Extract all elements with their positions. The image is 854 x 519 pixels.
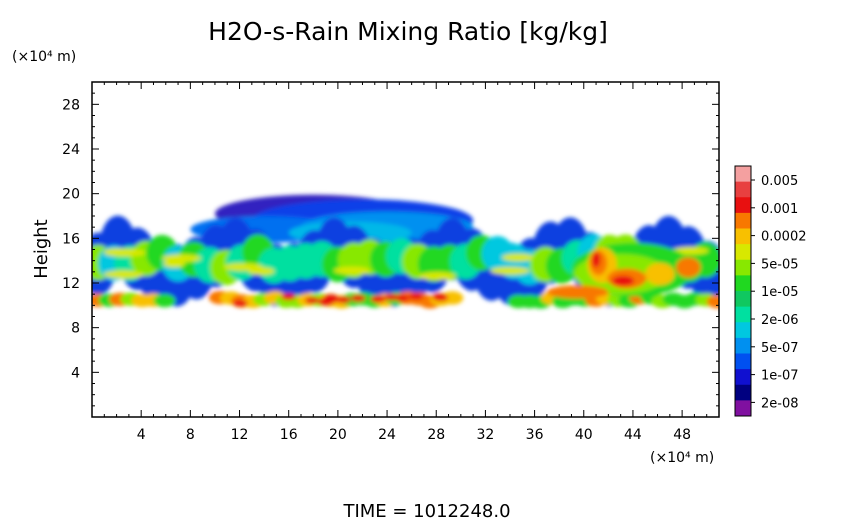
x-tick-label: 36 — [526, 427, 544, 443]
colorbar-swatch — [735, 212, 751, 229]
field-cell — [161, 254, 202, 263]
y-tick-label: 24 — [62, 142, 80, 158]
colorbar-label: 5e-07 — [761, 341, 799, 356]
colorbar-swatch — [735, 384, 751, 401]
field-cell — [418, 272, 456, 280]
colorbar-swatch — [735, 244, 751, 261]
field-shading — [92, 194, 719, 309]
y-tick-label: 4 — [71, 365, 80, 381]
field-cell — [384, 293, 400, 301]
colorbar-swatch — [735, 400, 751, 417]
field-cell — [675, 257, 701, 278]
field-cell — [408, 293, 424, 300]
colorbar-label: 2e-06 — [761, 313, 799, 328]
colorbar-swatch — [735, 275, 751, 292]
colorbar-swatch — [735, 228, 751, 245]
field-cell — [304, 297, 320, 304]
colorbar-swatch — [735, 181, 751, 198]
x-tick-label: 32 — [476, 427, 494, 443]
field-cell — [591, 251, 601, 268]
field-cell — [248, 267, 275, 276]
colorbar-swatch — [735, 306, 751, 323]
colorbar-label: 1e-05 — [761, 285, 799, 300]
colorbar-label: 0.001 — [761, 202, 798, 217]
y-unit-label: (×10⁴ m) — [12, 49, 76, 65]
y-axis-label: Height — [31, 219, 52, 279]
x-unit-label: (×10⁴ m) — [650, 450, 714, 466]
field-cell — [612, 275, 635, 286]
x-tick-label: 44 — [624, 427, 642, 443]
y-axis: 4 8 12 16 20 24 28 — [62, 92, 719, 407]
y-tick-label: 12 — [62, 276, 80, 292]
x-axis: 4 8 12 16 20 24 28 32 36 40 44 48 — [103, 82, 708, 443]
colorbar-swatch — [735, 369, 751, 386]
field-cell — [432, 293, 447, 300]
field-cell — [350, 294, 366, 302]
field-cell — [106, 248, 146, 257]
y-tick-label: 20 — [62, 187, 80, 203]
colorbar-label: 0.0002 — [761, 230, 807, 245]
x-tick-label: 12 — [231, 427, 249, 443]
colorbar-label: 5e-05 — [761, 257, 799, 272]
colorbar-label: 1e-07 — [761, 369, 799, 384]
field-cell — [323, 296, 339, 304]
colorbar-swatch — [735, 197, 751, 214]
colorbar-swatch — [735, 322, 751, 339]
colorbar-swatch — [735, 353, 751, 370]
field-cell — [333, 266, 371, 275]
colorbar: 0.005 0.001 0.0002 5e-05 1e-05 2e-06 5e-07 1e-0… — [734, 165, 807, 417]
field-cell — [671, 246, 709, 255]
field-cell — [153, 293, 176, 308]
y-tick-label: 28 — [62, 97, 80, 113]
x-tick-label: 48 — [673, 427, 691, 443]
x-tick-label: 20 — [329, 427, 347, 443]
field-cell — [645, 262, 675, 286]
field-cell — [103, 270, 144, 279]
field-cell — [501, 253, 534, 262]
field-cell — [706, 294, 719, 309]
field-cell — [336, 296, 351, 304]
chart-title: H2O-s-Rain Mixing Ratio [kg/kg] — [208, 17, 608, 46]
x-tick-label: 24 — [378, 427, 396, 443]
colorbar-swatch — [735, 291, 751, 308]
colorbar-label: 0.005 — [761, 174, 798, 189]
colorbar-swatch — [735, 337, 751, 354]
colorbar-label: 2e-08 — [761, 396, 799, 411]
x-tick-label: 40 — [575, 427, 593, 443]
field-cell — [546, 285, 609, 299]
rain-mixing-field — [92, 194, 719, 309]
colorbar-swatch — [735, 259, 751, 276]
x-tick-label: 28 — [427, 427, 445, 443]
colorbar-swatch — [735, 166, 751, 183]
y-tick-label: 8 — [71, 321, 80, 337]
y-tick-label: 16 — [62, 231, 80, 247]
field-cell — [371, 295, 386, 303]
x-tick-label: 8 — [186, 427, 195, 443]
field-cell — [490, 266, 530, 275]
x-tick-label: 16 — [280, 427, 298, 443]
field-cell — [441, 291, 464, 305]
time-label: TIME = 1012248.0 — [342, 501, 510, 519]
field-cell — [281, 293, 296, 301]
field-cell — [233, 299, 248, 307]
x-tick-label: 4 — [137, 427, 146, 443]
